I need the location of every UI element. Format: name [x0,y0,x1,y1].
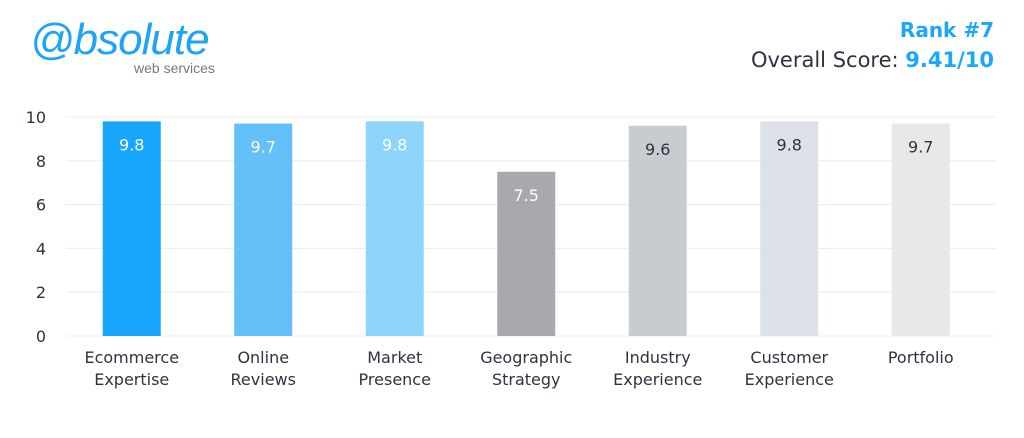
x-tick-label: Strategy [492,370,561,389]
data-label: 9.8 [119,135,144,154]
data-label: 7.5 [514,186,539,205]
bar [891,123,950,336]
bar [497,171,556,336]
score-label: Overall Score: [750,48,899,72]
company-logo: @bsolute web services [30,15,215,77]
data-label: 9.6 [645,140,670,159]
x-tick-label: Geographic [480,348,572,367]
x-tick-label: Online [237,348,289,367]
bar [365,121,424,336]
y-tick-label: 6 [36,196,46,215]
rank-label: Rank #7 [899,18,994,42]
x-tick-label: Ecommerce [84,348,179,367]
bar [102,121,161,336]
y-tick-label: 2 [36,283,46,302]
data-label: 9.7 [251,138,276,157]
y-tick-label: 10 [26,108,46,127]
x-tick-label: Experience [745,370,834,389]
x-tick-label: Reviews [231,370,296,389]
overall-score: Overall Score: 9.41/10 [751,48,994,72]
data-label: 9.8 [382,135,407,154]
y-tick-label: 0 [36,327,46,346]
x-tick-label: Customer [750,348,828,367]
bar [234,123,293,336]
x-tick-label: Industry [625,348,691,367]
logo-main: @bsolute [30,15,210,64]
x-tick-label: Market [367,348,422,367]
data-label: 9.7 [908,138,933,157]
score-header: Rank #7 Overall Score: 9.41/10 [751,18,994,72]
x-tick-label: Experience [613,370,702,389]
score-value: 9.41/10 [905,48,994,72]
y-tick-label: 8 [36,152,46,171]
data-label: 9.8 [777,135,802,154]
x-tick-label: Portfolio [888,348,954,367]
y-tick-label: 4 [36,239,46,258]
x-tick-label: Presence [359,370,431,389]
x-tick-label: Expertise [94,370,169,389]
bar [760,121,819,336]
bar [628,125,687,336]
logo-sub: web services [134,60,215,76]
